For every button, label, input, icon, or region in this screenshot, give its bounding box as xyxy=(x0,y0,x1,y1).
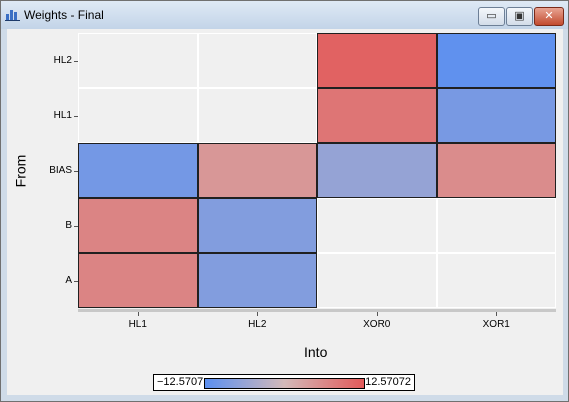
y-tick-label: B xyxy=(65,219,72,231)
y-tick-label: BIAS xyxy=(49,164,72,176)
heatmap-cell xyxy=(197,253,317,308)
heatmap-cell xyxy=(78,88,198,143)
maximize-icon: ▣ xyxy=(514,10,525,22)
minimize-button[interactable]: ▭ xyxy=(478,7,505,26)
heatmap-cell xyxy=(436,88,556,143)
heatmap-cell xyxy=(436,198,556,253)
maximize-button[interactable]: ▣ xyxy=(506,7,533,26)
x-tick xyxy=(137,312,139,316)
heatmap-cell xyxy=(317,33,437,88)
heatmap-cell xyxy=(317,143,437,198)
close-button[interactable]: ✕ xyxy=(534,7,564,26)
legend-max-label: 12.57072 xyxy=(365,376,411,388)
heatmap-cell xyxy=(436,33,556,88)
heatmap-chart: HL2 HL1 BIAS B A HL1 HL2 XOR0 XOR1 Into From −12… xyxy=(7,29,563,395)
heatmap-cell xyxy=(197,88,317,143)
y-axis-title: From xyxy=(12,154,29,188)
y-tick-label: HL1 xyxy=(53,109,72,121)
x-axis-line xyxy=(78,309,556,312)
x-tick xyxy=(376,312,378,316)
heatmap-cell xyxy=(197,33,317,88)
heatmap-cell xyxy=(78,33,198,88)
y-tick xyxy=(74,60,78,62)
x-tick-label: XOR1 xyxy=(482,319,510,330)
y-tick xyxy=(74,225,78,227)
heatmap-cell xyxy=(436,253,556,308)
y-tick xyxy=(74,170,78,172)
y-tick-label: HL2 xyxy=(53,54,72,66)
heatmap-cell xyxy=(436,143,556,198)
title-bar[interactable]: Weights - Final ▭ ▣ ✕ xyxy=(1,1,568,29)
close-icon: ✕ xyxy=(544,10,554,22)
heatmap-cell xyxy=(78,253,198,308)
x-tick xyxy=(496,312,498,316)
color-legend: −12.5707 12.57072 xyxy=(153,374,415,391)
window-title: Weights - Final xyxy=(24,8,104,22)
heatmap-cell xyxy=(317,88,437,143)
x-tick-label: XOR0 xyxy=(363,319,391,330)
heatmap-cell xyxy=(317,198,437,253)
heatmap-cell xyxy=(197,143,317,198)
x-axis-title: Into xyxy=(304,344,328,360)
heatmap-cell xyxy=(197,198,317,253)
heatmap-cell xyxy=(317,253,437,308)
x-tick-label: HL2 xyxy=(248,319,267,330)
x-tick xyxy=(257,312,259,316)
minimize-icon: ▭ xyxy=(486,10,497,22)
bar-chart-icon xyxy=(5,10,20,21)
y-tick-label: A xyxy=(65,274,72,286)
heatmap-cell xyxy=(78,198,198,253)
y-tick xyxy=(74,280,78,282)
legend-color-ramp xyxy=(204,378,365,389)
heatmap-cell xyxy=(78,143,198,198)
y-tick xyxy=(74,115,78,117)
legend-min-label: −12.5707 xyxy=(157,376,204,388)
x-tick-label: HL1 xyxy=(128,319,147,330)
